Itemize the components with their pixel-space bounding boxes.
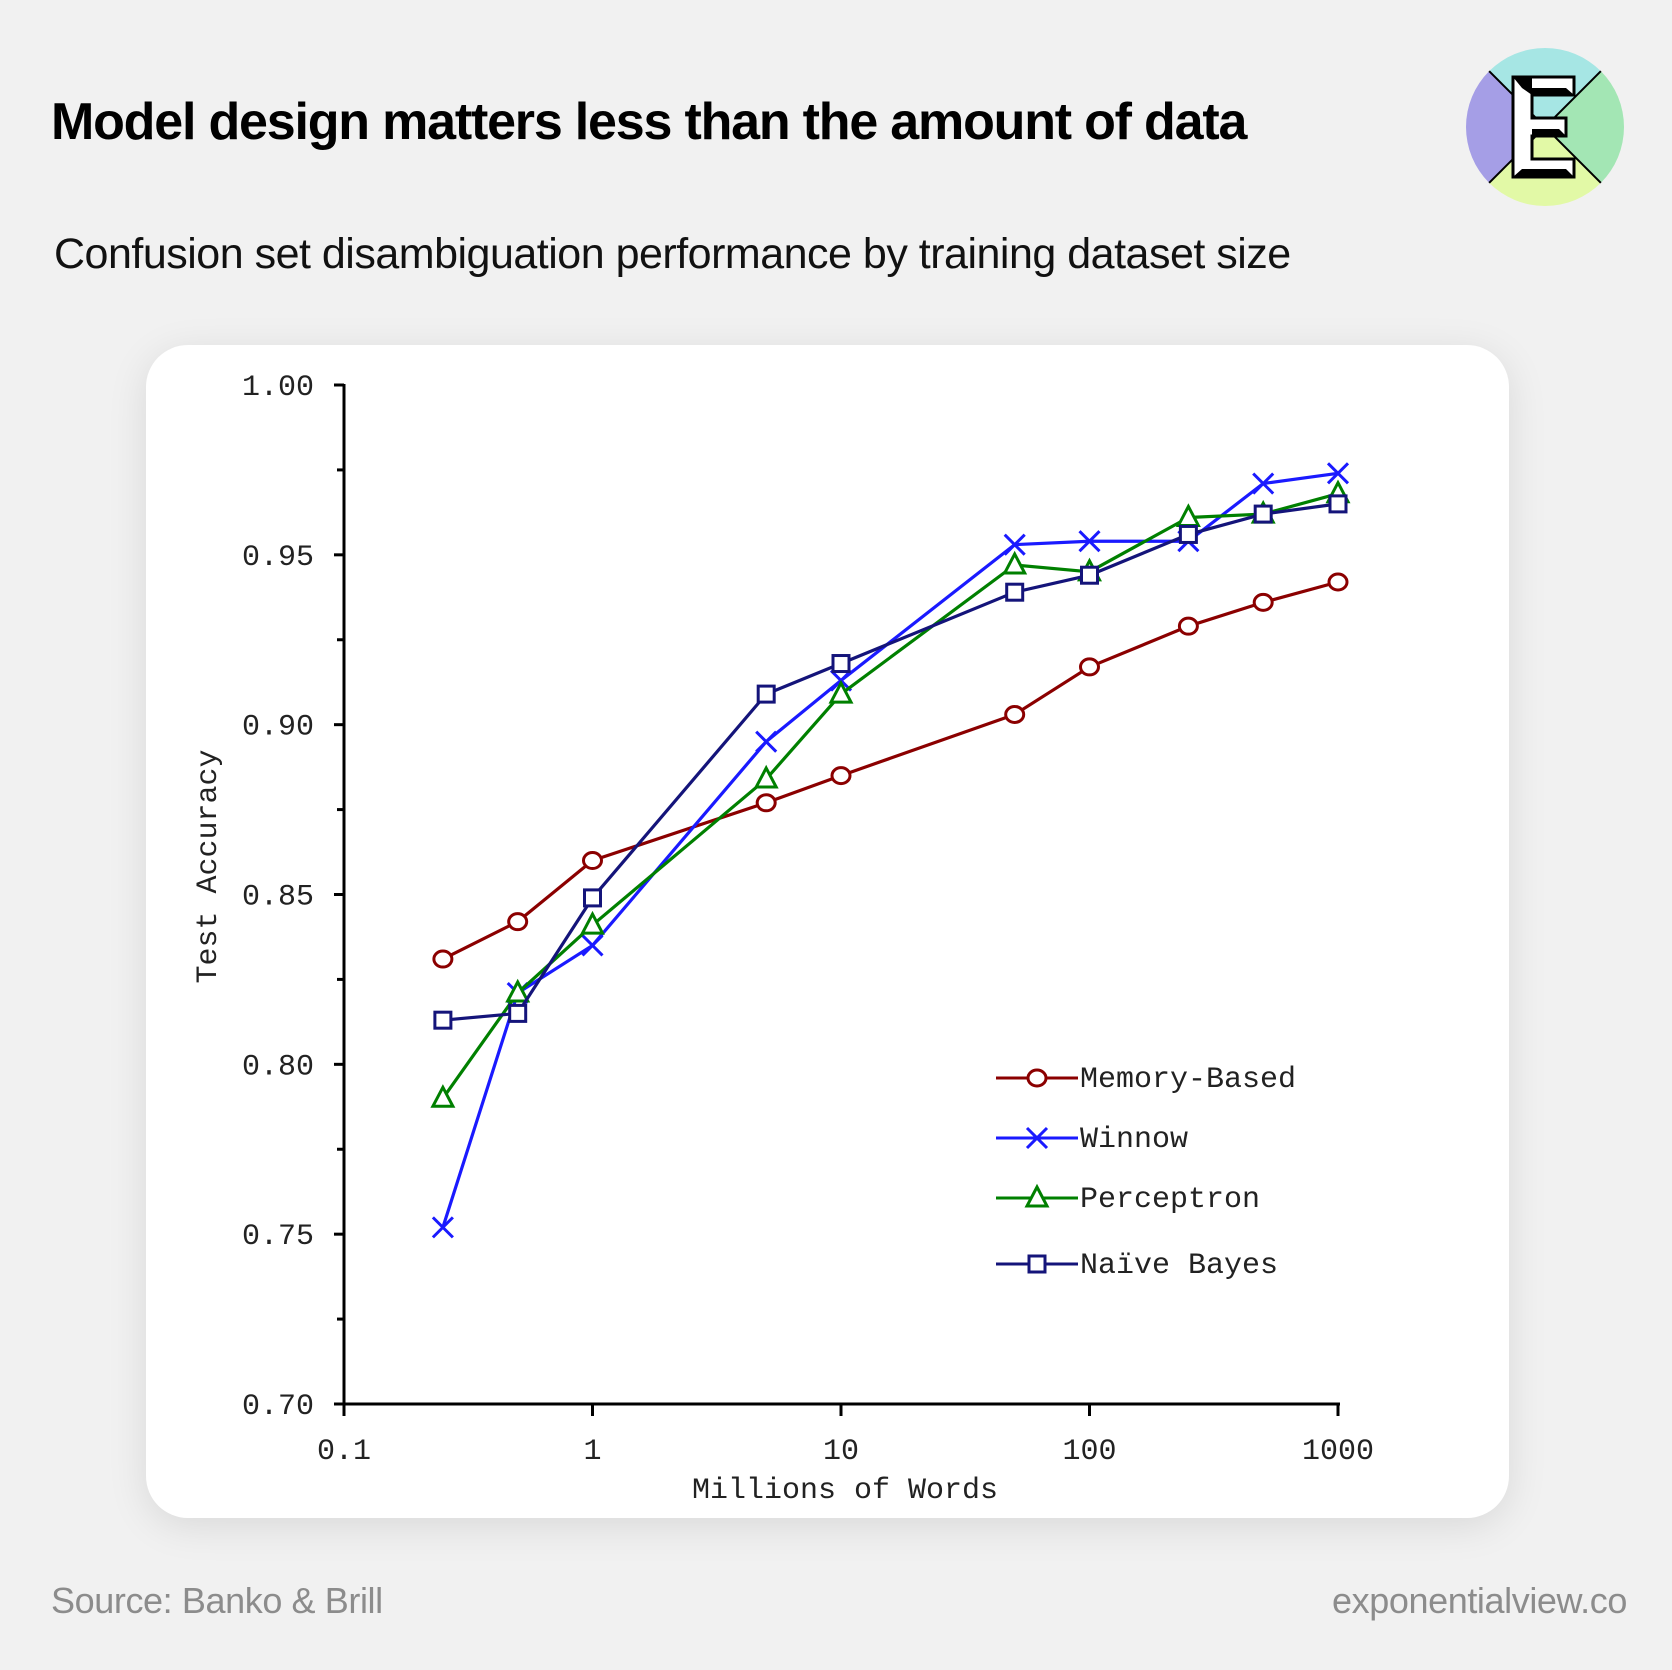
data-point (755, 793, 777, 813)
series-winnow (431, 462, 1350, 1239)
y-tick-label: 0.95 (242, 541, 314, 575)
data-point (1327, 572, 1349, 592)
data-point (431, 1216, 454, 1239)
data-point (432, 949, 454, 969)
data-point (583, 888, 602, 908)
legend-marker (1025, 1126, 1049, 1150)
chart-subtitle: Confusion set disambiguation performance… (54, 230, 1291, 278)
data-point (1079, 657, 1100, 677)
data-point (1328, 494, 1348, 514)
series-perceptron (430, 479, 1351, 1108)
y-tick-label: 0.70 (242, 1390, 314, 1424)
data-point (1003, 533, 1026, 556)
y-tick-label: 0.90 (242, 711, 314, 745)
data-point (753, 764, 779, 789)
data-point (507, 912, 529, 932)
x-axis-label: Millions of Words (692, 1474, 998, 1508)
data-point (1178, 524, 1198, 544)
legend-label: Winnow (1080, 1123, 1188, 1157)
data-point (828, 679, 854, 704)
data-point (831, 654, 851, 674)
series-line (442, 502, 1339, 1022)
data-point (1080, 565, 1099, 585)
y-axis-label: Test Accuracy (192, 749, 226, 983)
chart-card: 0.70 0.75 0.80 0.85 0.90 0.95 1.00 0.1 1 10 100 100… (146, 345, 1509, 1518)
legend-label: Memory-Based (1080, 1063, 1296, 1097)
legend-marker (1024, 1183, 1050, 1208)
series-line (441, 492, 1339, 1100)
line-chart: 0.70 0.75 0.80 0.85 0.90 0.95 1.00 0.1 1 10 100 100… (192, 371, 1374, 1508)
legend-item: Naïve Bayes (996, 1249, 1278, 1283)
legend-label: Perceptron (1080, 1183, 1260, 1217)
data-point (1252, 592, 1274, 612)
data-point (1253, 504, 1273, 524)
y-tick-label: 0.85 (242, 881, 314, 915)
y-tick-label: 1.00 (242, 371, 314, 405)
data-point (508, 1003, 528, 1023)
data-point (582, 851, 603, 871)
legend-marker (1026, 1068, 1048, 1088)
data-point (1177, 616, 1199, 636)
source-note: Source: Banko & Brill (51, 1580, 383, 1621)
data-point (505, 978, 531, 1003)
data-point (830, 766, 852, 786)
series-memory-based (432, 572, 1349, 969)
x-tick-label: 0.1 (317, 1435, 371, 1469)
data-point (1252, 472, 1275, 495)
data-point (1078, 530, 1101, 553)
data-point (433, 1010, 453, 1030)
legend-label: Naïve Bayes (1080, 1249, 1278, 1283)
x-tick-label: 10 (823, 1435, 859, 1469)
x-tick-label: 1000 (1302, 1435, 1374, 1469)
data-point (755, 730, 778, 753)
legend-item: Perceptron (996, 1183, 1260, 1217)
data-point (756, 684, 776, 704)
site-link[interactable]: exponentialview.co (1331, 1580, 1627, 1621)
series-line (441, 471, 1339, 1228)
data-point (581, 934, 604, 957)
x-tick-label: 100 (1062, 1435, 1116, 1469)
legend-marker (1027, 1254, 1047, 1274)
legend-item: Winnow (996, 1123, 1188, 1157)
data-point (580, 910, 605, 935)
data-point (430, 1084, 456, 1108)
y-tick-label: 0.80 (242, 1050, 314, 1084)
y-tick-label: 0.75 (242, 1220, 314, 1254)
data-point (1005, 582, 1025, 602)
chart-title: Model design matters less than the amoun… (51, 93, 1247, 151)
data-point (1002, 550, 1028, 575)
exponential-view-logo-icon (1466, 48, 1624, 206)
data-point (1004, 704, 1026, 724)
data-point (1326, 462, 1350, 485)
x-tick-label: 1 (583, 1435, 601, 1469)
series-na-ve-bayes (433, 494, 1348, 1030)
legend-item: Memory-Based (996, 1063, 1296, 1097)
series-line (442, 580, 1339, 961)
